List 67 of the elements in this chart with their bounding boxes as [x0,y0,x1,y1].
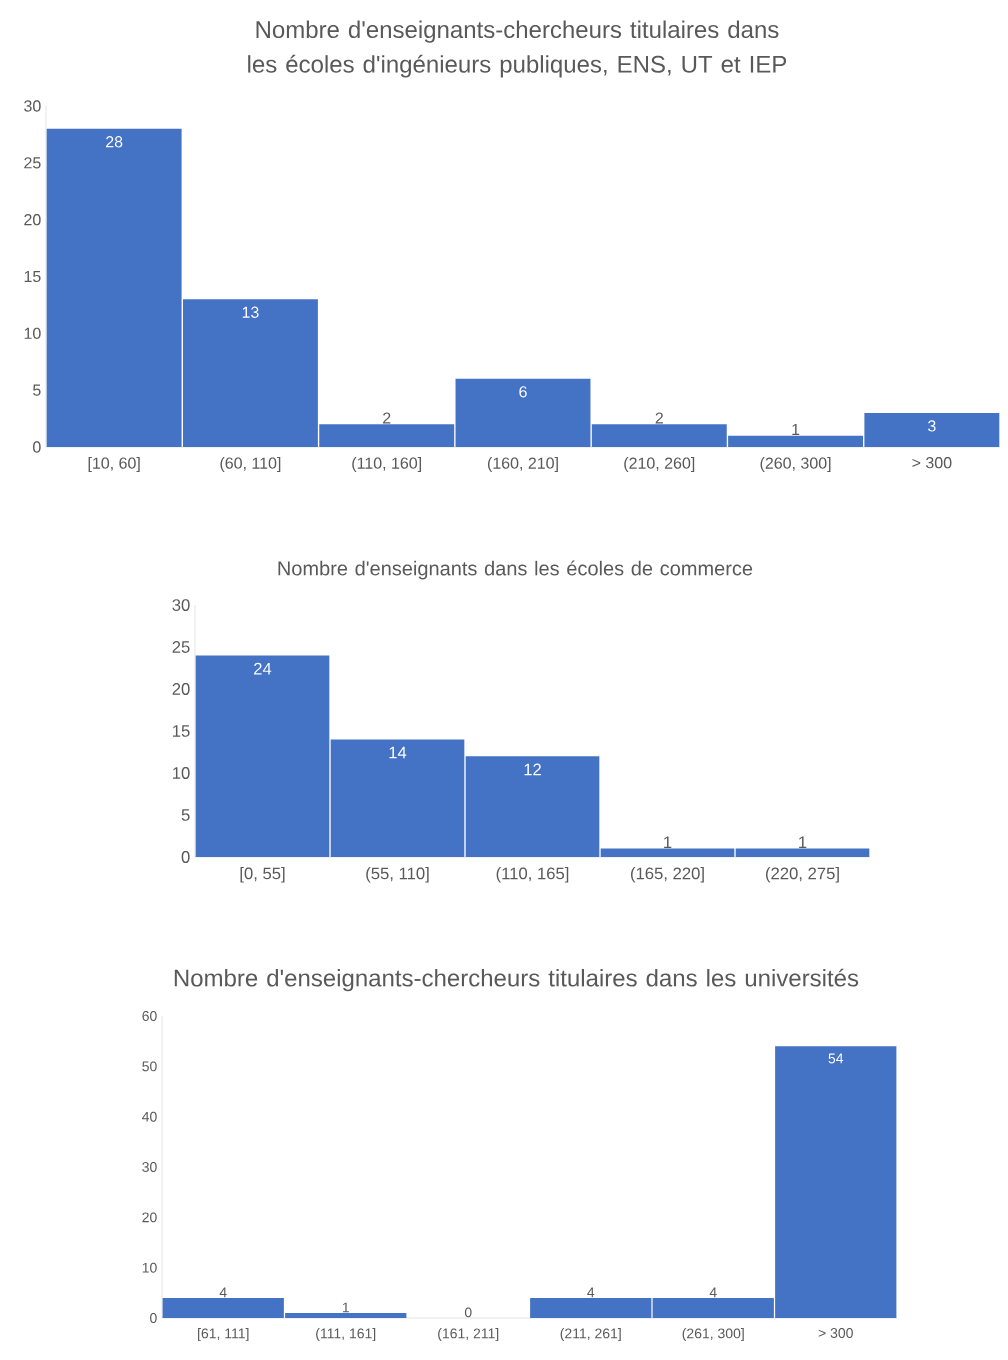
data-label: 24 [254,662,272,675]
x-tick-label: (220, 275] [766,867,839,883]
y-tick-label: 30 [24,100,41,112]
x-tick-label: (211, 261] [560,1328,621,1342]
data-label: 4 [219,1287,227,1298]
y-tick-label: 15 [24,270,41,283]
y-tick-label: 10 [24,327,41,339]
bar [465,756,600,858]
x-tick-label: [61, 111] [198,1328,249,1342]
bar [330,739,465,858]
x-tick-label: (111, 161] [316,1328,376,1342]
data-label: 12 [524,763,541,776]
y-tick-label: 30 [172,599,190,611]
x-tick-label: (110, 160] [352,457,421,472]
y-tick-label: 10 [142,1262,157,1273]
data-label: 6 [519,386,527,398]
y-tick-label: 0 [150,1313,157,1323]
x-tick-label: (261, 300] [682,1328,744,1342]
bar [195,655,330,858]
data-label: 28 [106,136,123,148]
chart-title: Nombre d'enseignants-chercheurs titulaires dans les écoles d'ingénieurs publiques, ENS, UT et IEP [248,20,787,78]
data-label: 14 [389,746,407,759]
data-label: 0 [464,1307,472,1318]
data-label: 2 [383,412,391,424]
data-label: 1 [799,836,807,848]
y-tick-label: 15 [173,725,190,737]
x-tick-label: (55, 110] [366,867,429,883]
x-tick-label: > 300 [912,457,952,469]
y-tick-label: 60 [142,1011,157,1021]
y-tick-label: 50 [142,1061,157,1072]
chart-title: Nombre d'enseignants-chercheurs titulaires dans les universités [174,968,859,992]
y-tick-label: 5 [33,384,41,396]
data-label: 1 [664,836,672,848]
x-tick-label: (210, 260] [624,457,695,472]
x-tick-label: (60, 110] [220,457,281,472]
x-tick-label: (160, 210] [487,457,558,472]
y-tick-label: 0 [33,441,41,453]
x-tick-label: > 300 [818,1328,853,1338]
x-tick-label: [0, 55] [240,867,285,883]
y-tick-label: 5 [181,809,190,821]
y-tick-label: 40 [142,1111,157,1122]
data-label: 3 [928,420,936,432]
y-tick-label: 20 [142,1212,157,1223]
bar [455,378,591,448]
bar [530,1297,652,1319]
x-tick-label: (260, 300] [760,457,831,472]
data-label: 13 [242,306,259,318]
y-tick-label: 0 [181,851,190,863]
data-label: 1 [792,423,800,435]
data-label: 4 [587,1287,595,1298]
y-tick-label: 25 [24,157,41,169]
x-tick-label: (165, 220] [631,867,704,883]
data-label: 1 [342,1302,349,1313]
bar [735,848,870,858]
y-tick-label: 25 [172,641,190,653]
y-tick-label: 10 [173,767,190,779]
x-tick-label: (110, 165] [496,867,569,883]
y-tick-label: 20 [172,683,190,695]
y-tick-label: 30 [142,1162,157,1172]
bar [600,848,735,858]
x-tick-label: [10, 60] [88,457,140,472]
y-tick-label: 20 [24,214,41,226]
x-tick-label: (161, 211] [438,1328,499,1342]
data-label: 2 [655,412,663,424]
data-label: 4 [709,1287,717,1298]
data-label: 54 [828,1053,844,1064]
chart-title: Nombre d'enseignants dans les écoles de commerce [278,560,753,580]
